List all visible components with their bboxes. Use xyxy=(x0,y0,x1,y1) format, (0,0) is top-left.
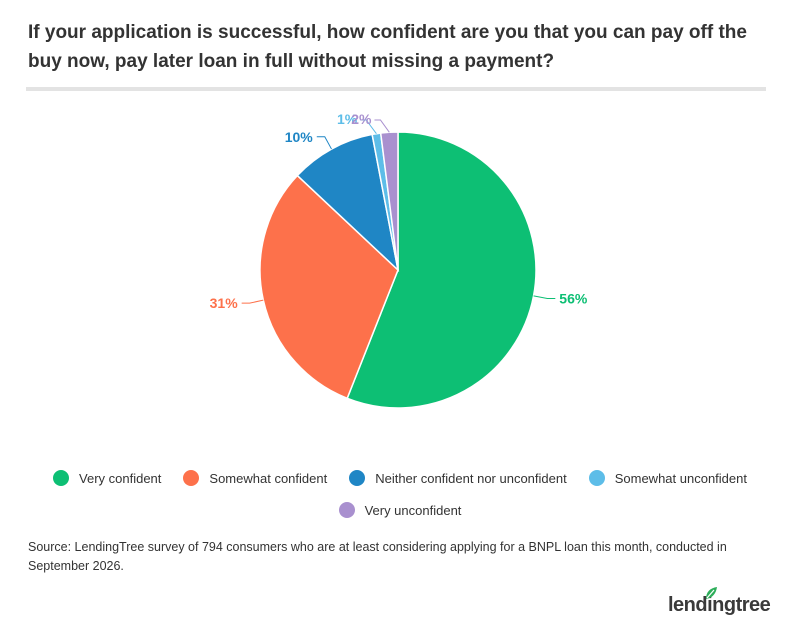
leader-line xyxy=(316,136,332,150)
legend-swatch xyxy=(53,470,70,486)
legend-row: Very confident Somewhat confident Neither … xyxy=(0,462,800,494)
pie-slice-somewhat-confident xyxy=(259,174,399,400)
legend-item: Very confident xyxy=(53,470,161,486)
data-label: 2% xyxy=(351,111,372,127)
legend-swatch xyxy=(338,502,355,518)
legend-item: Somewhat unconfident xyxy=(588,470,747,486)
leader-line xyxy=(374,119,390,133)
legend-swatch xyxy=(588,470,605,486)
leader-line xyxy=(360,119,377,134)
chart-title: If your application is successful, how c… xyxy=(28,22,747,72)
chart-legend: Very confident Somewhat confident Neither … xyxy=(0,462,800,526)
legend-row: Very unconfident xyxy=(0,494,800,526)
legend-label: Very confident xyxy=(79,470,162,486)
legend-label: Somewhat unconfident xyxy=(614,470,747,486)
source-note: Source: LendingTree survey of 794 consum… xyxy=(28,540,727,573)
legend-swatch xyxy=(183,470,200,486)
data-label: 10% xyxy=(285,129,314,145)
leaf-icon xyxy=(706,587,717,599)
data-label: 56% xyxy=(559,290,588,306)
legend-swatch xyxy=(349,470,366,486)
legend-label: Somewhat confident xyxy=(209,470,328,486)
pie-chart: 56% 31% 10% 1%2% xyxy=(210,111,588,409)
legend-item: Very unconfident xyxy=(338,502,462,518)
legend-label: Very unconfident xyxy=(364,502,462,518)
title-divider xyxy=(26,87,766,91)
leader-line xyxy=(241,299,264,304)
legend-item: Neither confident nor unconfident xyxy=(349,470,567,486)
data-label: 31% xyxy=(210,295,239,311)
data-label: 1% xyxy=(337,111,358,127)
pie-slice-neither-confident-nor-unconfident xyxy=(296,133,400,273)
leader-line xyxy=(533,295,556,299)
logo-wordmark: lendingtree xyxy=(668,594,771,616)
legend-label: Neither confident nor unconfident xyxy=(375,470,567,486)
legend-item: Somewhat confident xyxy=(183,470,327,486)
lendingtree-logo: lendingtree xyxy=(668,586,778,620)
